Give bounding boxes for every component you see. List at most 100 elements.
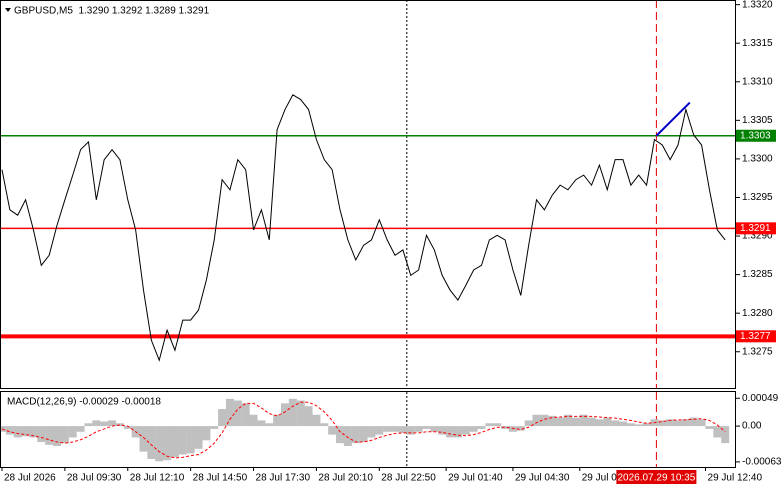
macd-histogram-bar [194, 426, 203, 449]
y-tick-label: 1.3295 [742, 192, 773, 203]
x-tick-label: 28 Jul 2026 [4, 473, 56, 484]
macd-histogram-bar [123, 426, 132, 429]
macd-histogram-bar [540, 414, 549, 427]
macd-histogram-bar [579, 414, 588, 427]
macd-histogram-bar [1, 426, 6, 432]
cursor-label-box [616, 470, 697, 484]
macd-histogram-bar [705, 426, 714, 429]
macd-histogram-bar [336, 426, 345, 444]
macd-histogram-bar [100, 421, 109, 427]
x-tick-label: 28 Jul 09:30 [67, 473, 122, 484]
macd-histogram-bar [29, 426, 38, 438]
macd-histogram-bar [642, 423, 651, 427]
y-tick-label: -0.00063 [742, 457, 781, 468]
macd-histogram-bar [611, 420, 620, 427]
macd-histogram-bar [351, 426, 360, 444]
macd-histogram-bar [721, 426, 730, 444]
macd-histogram-bar [469, 426, 478, 432]
macd-histogram-bar [312, 414, 321, 427]
y-tick-label: 1.3305 [742, 115, 773, 126]
level-label-box [736, 330, 776, 343]
macd-histogram-bar [603, 417, 612, 427]
y-tick-label: 1.3315 [742, 38, 773, 49]
macd-histogram-bar [516, 426, 525, 431]
macd-histogram-bar [461, 426, 470, 435]
macd-histogram-bar [532, 414, 541, 427]
macd-histogram-bar [548, 415, 557, 427]
macd-histogram-bar [296, 400, 305, 427]
macd-histogram-bar [92, 420, 101, 427]
macd-title: MACD(12,26,9) -0.00029 -0.00018 [7, 397, 161, 408]
macd-histogram-bar [84, 423, 93, 427]
macd-histogram-bar [697, 419, 706, 427]
macd-histogram-bar [508, 426, 517, 432]
macd-histogram-bar [689, 417, 698, 427]
macd-histogram-bar [5, 426, 14, 435]
macd-histogram-bar [249, 414, 258, 427]
macd-histogram-bar [556, 417, 565, 427]
macd-panel [1, 392, 730, 467]
macd-histogram-bar [304, 406, 313, 427]
macd-histogram-bar [343, 426, 352, 446]
macd-histogram-bar [68, 426, 77, 438]
level-label-box [736, 222, 776, 235]
y-tick-label: 1.3300 [742, 154, 773, 165]
macd-histogram-bar [233, 400, 242, 427]
macd-histogram-bar [524, 420, 533, 427]
macd-histogram-bar [155, 426, 164, 462]
symbol-menu-arrow[interactable] [5, 8, 11, 12]
macd-histogram-bar [147, 426, 156, 460]
macd-histogram-bar [265, 423, 274, 427]
macd-signal-line [1, 401, 726, 459]
macd-histogram-bar [398, 426, 407, 433]
macd-histogram-bar [45, 426, 54, 445]
x-tick-label: 28 Jul 20:10 [318, 473, 373, 484]
level-label-box [736, 129, 776, 142]
macd-histogram-bar [391, 426, 400, 432]
macd-histogram-bar [359, 426, 368, 442]
level-label: 1.3303 [740, 130, 771, 141]
price-line [1, 94, 726, 362]
macd-histogram-bar [618, 421, 627, 427]
macd-histogram-bar [210, 426, 219, 429]
macd-histogram-bar [186, 426, 195, 454]
macd-histogram-bar [414, 426, 423, 432]
macd-histogram-bar [241, 403, 250, 427]
y-tick-label: 0.00049 [742, 393, 779, 404]
macd-histogram-bar [626, 423, 635, 427]
macd-histogram-bar [453, 426, 462, 438]
macd-histogram-bar [634, 424, 643, 427]
macd-histogram-bar [375, 426, 384, 435]
trend-line [655, 101, 691, 137]
x-tick-label: 29 Jul 04:30 [515, 473, 570, 484]
macd-histogram-bar [430, 426, 439, 432]
y-tick-label: 1.3285 [742, 269, 773, 280]
macd-histogram-bar [485, 423, 494, 427]
x-tick-label: 28 Jul 22:50 [381, 473, 436, 484]
macd-histogram-bar [658, 420, 667, 427]
level-label: 1.3291 [740, 223, 771, 234]
macd-histogram-bar [53, 426, 62, 446]
macd-histogram-bar [681, 419, 690, 427]
chart-title: GBPUSD,M5 1.3290 1.3292 1.3289 1.3291 [14, 6, 210, 17]
macd-histogram-bar [571, 417, 580, 427]
macd-histogram-bar [477, 426, 486, 429]
macd-histogram-bar [170, 426, 179, 458]
macd-histogram-bar [225, 398, 234, 427]
macd-histogram-bar [383, 426, 392, 432]
macd-histogram-bar [115, 423, 124, 427]
x-tick-label: 29 Jul 07:20 [582, 473, 637, 484]
x-tick-label: 28 Jul 17:30 [256, 473, 311, 484]
macd-histogram-bar [367, 426, 376, 438]
macd-histogram-bar [202, 426, 211, 441]
x-tick-label: 28 Jul 14:50 [193, 473, 248, 484]
macd-histogram-bar [501, 426, 510, 429]
macd-histogram-bar [37, 426, 46, 442]
macd-histogram-bar [280, 403, 289, 427]
macd-histogram-bar [21, 426, 30, 437]
macd-histogram-bar [446, 426, 455, 438]
macd-histogram-bar [163, 426, 172, 461]
x-tick-label: 28 Jul 12:10 [130, 473, 185, 484]
